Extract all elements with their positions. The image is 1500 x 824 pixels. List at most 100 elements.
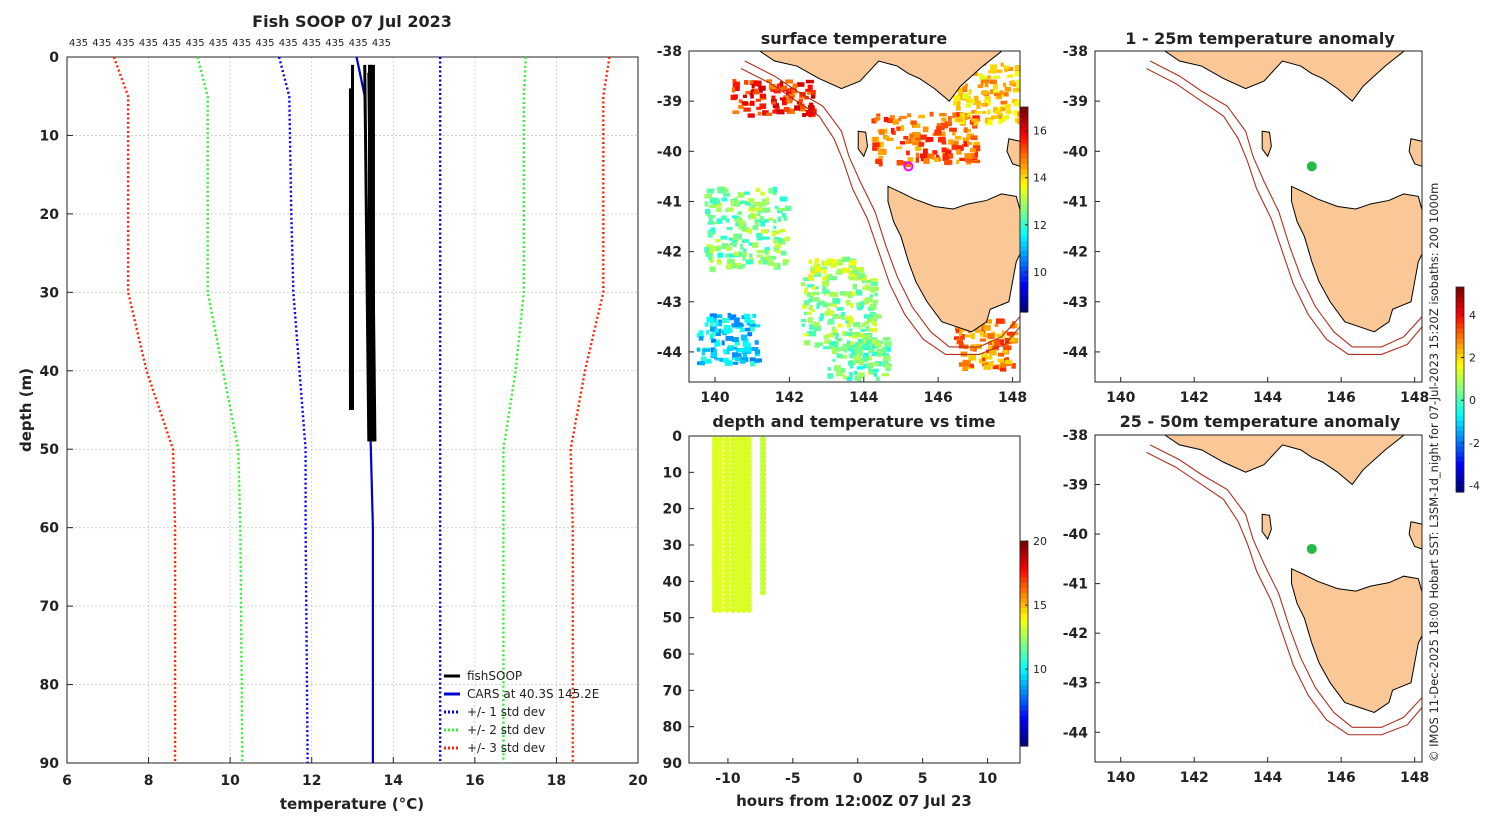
x-tick-label: 5 — [918, 771, 928, 787]
sst-pixel — [857, 372, 865, 379]
x-tick-label: -5 — [785, 771, 801, 787]
tasmania-coast — [1291, 185, 1422, 333]
sst-pixel — [754, 352, 760, 357]
sst-pixel — [1003, 82, 1007, 87]
sst-pixel — [759, 93, 766, 99]
panel-title: 1 - 25m temperature anomaly — [1125, 29, 1395, 48]
sst-pixel — [929, 111, 934, 117]
sst-pixel — [846, 322, 852, 328]
sst-pixel — [969, 119, 975, 125]
sst-pixel — [1017, 118, 1020, 125]
sst-pixel — [1007, 66, 1014, 71]
sst-pixel — [760, 191, 766, 196]
sst-pixel — [944, 149, 952, 155]
sst-pixel — [973, 95, 979, 101]
colorbar-segment — [1456, 379, 1464, 385]
sst-pixel — [922, 126, 929, 133]
sst-pixel — [864, 335, 869, 341]
colorbar-segment — [1020, 561, 1028, 568]
sst-pixel — [749, 215, 754, 220]
sst-pixel — [957, 340, 963, 344]
sst-pixel — [856, 276, 860, 280]
colorbar-segment — [1456, 348, 1464, 355]
sst-pixel — [910, 120, 917, 125]
sst-pixel — [734, 233, 742, 240]
sst-pixel — [785, 96, 791, 101]
sst-pixel — [705, 208, 711, 215]
sst-pixel — [709, 313, 717, 319]
colorbar-segment — [1020, 204, 1028, 211]
sst-pixel — [716, 218, 723, 224]
sst-pixel — [739, 359, 746, 364]
sst-pixel — [972, 159, 981, 164]
sst-pixel — [706, 316, 714, 323]
sst-pixel — [877, 350, 882, 357]
sst-pixel — [858, 360, 864, 366]
sst-pixel — [752, 225, 759, 230]
anomaly-observation-dot — [1306, 543, 1317, 554]
sst-pixel — [918, 142, 925, 147]
lon-tick-label: 144 — [1253, 770, 1282, 786]
sst-pixel — [709, 326, 717, 332]
sst-pixel — [764, 248, 768, 255]
colorbar-segment — [1020, 730, 1028, 737]
sst-pixel — [989, 79, 997, 85]
sst-pixel — [836, 338, 843, 342]
sst-pixel — [789, 87, 794, 93]
sst-pixel — [972, 115, 980, 119]
sst-pixel — [786, 91, 793, 96]
sst-pixel — [779, 80, 784, 87]
sst-pixel — [952, 131, 956, 136]
sst-pixel — [854, 269, 860, 275]
colorbar-segment — [1020, 541, 1028, 547]
sst-pixel — [758, 85, 766, 91]
sst-pixel — [752, 313, 757, 318]
sst-pixel — [755, 80, 762, 86]
sst-pixel — [697, 333, 704, 338]
sst-pixel — [698, 336, 704, 341]
sst-pixel — [848, 262, 856, 266]
y-tick-label: 50 — [40, 442, 60, 458]
sst-pixel — [704, 359, 712, 364]
sst-pixel — [797, 103, 805, 110]
sst-pixel — [801, 323, 805, 327]
sst-pixel — [810, 275, 815, 282]
sst-pixel — [771, 231, 777, 237]
sst-pixel — [882, 355, 891, 362]
sst-pixel — [971, 109, 977, 114]
sst-pixel — [773, 262, 778, 269]
colorbar-segment — [1020, 638, 1028, 645]
sst-pixel — [966, 133, 975, 140]
sst-pixel — [809, 324, 817, 330]
panel-title: 25 - 50m temperature anomaly — [1120, 412, 1401, 431]
sst-pixel — [759, 207, 768, 213]
sst-pixel — [964, 127, 968, 133]
sst-pixel — [1013, 88, 1020, 92]
sst-pixel — [731, 323, 736, 328]
sst-pixel — [874, 117, 879, 122]
sst-pixel — [882, 149, 887, 155]
sst-pixel — [985, 319, 992, 324]
sst-pixel — [791, 89, 798, 94]
sst-pixel — [951, 144, 958, 150]
sst-pixel — [956, 101, 961, 108]
sst-pixel — [934, 157, 939, 162]
sst-pixel — [1005, 357, 1009, 363]
sst-pixel — [1001, 333, 1006, 339]
colorbar-segment — [1020, 250, 1028, 257]
sst-pixel — [765, 255, 770, 261]
colorbar-segment — [1020, 107, 1028, 113]
sst-pixel — [899, 141, 906, 145]
sst-pixel — [812, 291, 820, 296]
sst-pixel — [771, 256, 777, 260]
sst-pixel — [774, 105, 780, 111]
sst-pixel — [765, 197, 769, 203]
colorbar-segment — [1456, 399, 1464, 406]
sst-pixel — [985, 99, 990, 103]
sst-pixel — [969, 148, 976, 153]
sst-pixel — [754, 358, 763, 363]
colorbar-segment — [1456, 328, 1464, 334]
sst-pixel — [803, 277, 811, 281]
sst-pixel — [803, 300, 810, 306]
sst-pixel — [828, 275, 837, 281]
